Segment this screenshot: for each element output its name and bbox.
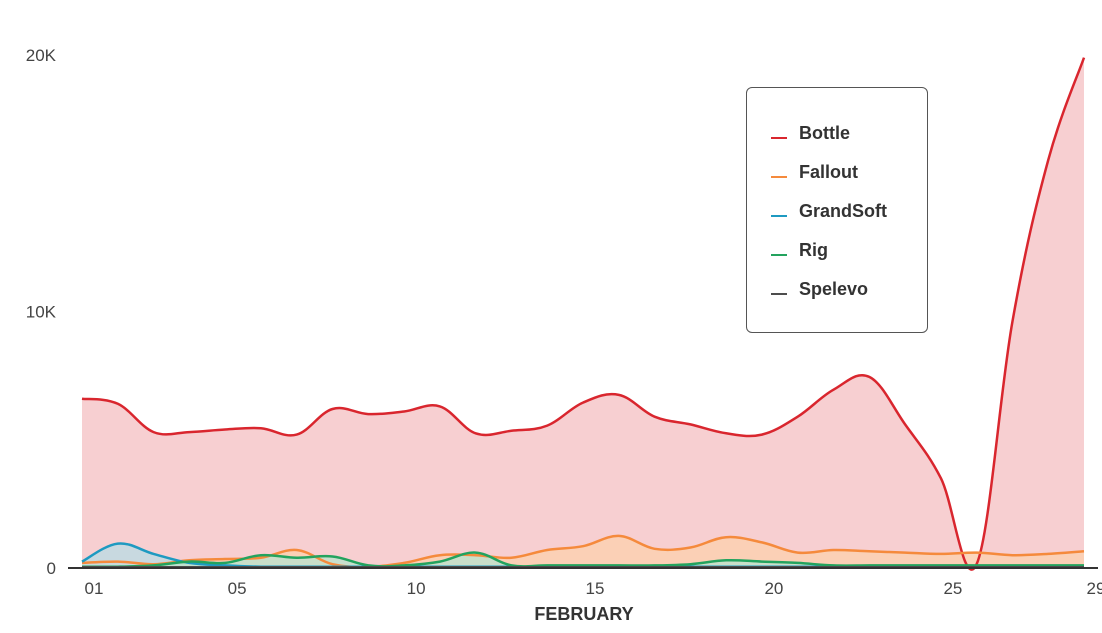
legend-swatch: [771, 293, 787, 295]
legend-label: GrandSoft: [799, 200, 887, 221]
x-tick-label: 25: [943, 579, 962, 598]
y-axis-ticks: 0 10K 20K: [26, 46, 57, 578]
x-tick-label: 15: [586, 579, 605, 598]
x-tick-label: 10: [407, 579, 426, 598]
legend-item-grandsoft[interactable]: GrandSoft: [771, 199, 887, 223]
legend-item-fallout[interactable]: Fallout: [771, 160, 858, 184]
series-areas: [82, 57, 1084, 570]
series-lines: [81, 57, 1086, 571]
series-line-rig: [81, 551, 1084, 569]
x-axis-title: FEBRUARY: [534, 604, 633, 624]
legend-swatch: [771, 254, 787, 256]
x-tick-label: 29: [1087, 579, 1102, 598]
legend-label: Bottle: [799, 122, 850, 143]
legend-item-bottle[interactable]: Bottle: [771, 121, 850, 145]
legend-swatch: [771, 215, 787, 217]
series-line-fallout: [81, 534, 1085, 569]
legend-label: Rig: [799, 239, 828, 260]
legend-label: Fallout: [799, 161, 858, 182]
x-tick-label: 20: [764, 579, 783, 598]
x-tick-label: 01: [85, 579, 104, 598]
y-tick-label: 10K: [26, 303, 57, 322]
legend-swatch: [771, 137, 787, 139]
legend-item-rig[interactable]: Rig: [771, 238, 828, 262]
series-area-fallout: [82, 535, 1084, 568]
legend: Bottle Fallout GrandSoft Rig Spelevo: [746, 87, 928, 333]
x-tick-label: 05: [228, 579, 247, 598]
legend-swatch: [771, 176, 787, 178]
x-axis-ticks: 01 05 10 15 20 25 29: [85, 579, 1102, 598]
legend-item-spelevo[interactable]: Spelevo: [771, 277, 868, 301]
series-area-bottle: [82, 57, 1084, 570]
legend-label: Spelevo: [799, 278, 869, 299]
y-tick-label: 0: [47, 559, 56, 578]
y-tick-label: 20K: [26, 46, 57, 65]
